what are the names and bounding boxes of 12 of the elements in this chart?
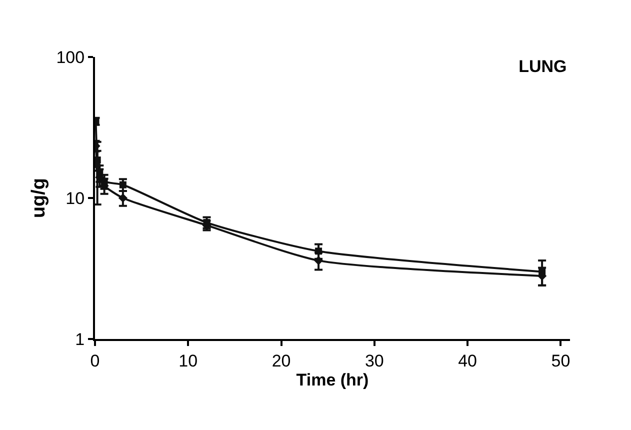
y-tick-label: 100 — [56, 48, 85, 67]
x-tick-label: 40 — [458, 351, 478, 370]
x-tick-label: 0 — [90, 351, 100, 370]
x-axis-title: Time (hr) — [296, 370, 369, 390]
chart-title: LUNG — [518, 57, 567, 76]
x-tick-label: 20 — [272, 351, 291, 370]
x-tick-label: 50 — [551, 351, 570, 370]
x-tick-label: 30 — [364, 351, 384, 370]
y-axis-title: ug/g — [28, 178, 50, 218]
y-tick-label: 1 — [75, 330, 85, 349]
x-tick-label: 10 — [178, 351, 198, 370]
y-tick-label: 10 — [66, 188, 85, 208]
